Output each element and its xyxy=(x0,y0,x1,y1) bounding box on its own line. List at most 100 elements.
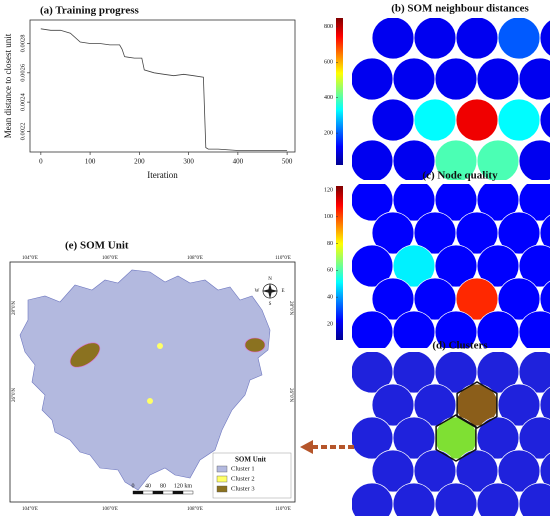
cluster3-area xyxy=(69,342,101,368)
x-tick-label: 500 xyxy=(282,158,293,166)
colorbar-tick-label: 120 xyxy=(324,187,333,193)
compass-letter: N xyxy=(268,277,272,282)
data-line xyxy=(40,28,288,151)
som-node xyxy=(539,101,550,139)
som-node xyxy=(518,482,550,516)
legend-label: Cluster 3 xyxy=(231,485,255,492)
x-tick-label: 0 xyxy=(39,158,43,166)
colorbar-tick-label: 80 xyxy=(327,241,333,247)
x-tick-label: 200 xyxy=(134,158,145,166)
x-tick-label: 300 xyxy=(183,158,194,166)
scale-bar-segment xyxy=(172,490,184,495)
som-node xyxy=(455,98,499,142)
plot-frame xyxy=(29,19,296,153)
lon-label: 110°0'E xyxy=(275,256,291,261)
som-node xyxy=(371,18,415,60)
lat-label: 28°0'N xyxy=(12,301,17,315)
som-node xyxy=(539,19,550,57)
scale-bar-segment xyxy=(132,490,144,495)
panel-title: (e) SOM Unit xyxy=(65,240,129,252)
som-grid xyxy=(352,18,550,180)
cluster3-area xyxy=(244,337,266,353)
som-node xyxy=(518,139,550,180)
x-axis-label: Iteration xyxy=(147,170,178,180)
compass-letter: E xyxy=(281,289,284,294)
som-node xyxy=(518,184,550,222)
colorbar-tick-label: 400 xyxy=(324,95,333,101)
y-tick-label: 0.0026 xyxy=(19,63,26,82)
legend-swatch xyxy=(216,465,228,473)
lon-label: 104°0'E xyxy=(22,507,38,512)
som-node xyxy=(539,214,550,252)
x-tick-label: 400 xyxy=(233,158,244,166)
cluster2-area xyxy=(157,343,163,349)
som-node xyxy=(455,18,499,60)
scale-label: 80 xyxy=(160,483,166,489)
y-axis-label: Mean distance to closest unit xyxy=(3,33,13,138)
cluster-outline xyxy=(456,381,498,429)
panel-title: (a) Training progress xyxy=(40,5,140,17)
som-node xyxy=(434,57,478,101)
y-tick-label: 0.0028 xyxy=(19,35,26,53)
legend-swatch xyxy=(216,475,228,483)
lon-label: 106°0'E xyxy=(102,256,118,261)
legend-title: SOM Unit xyxy=(235,456,267,464)
som-node xyxy=(539,452,550,490)
scale-bar-segment xyxy=(152,490,164,495)
som-node xyxy=(352,139,394,180)
scale-bar-segment xyxy=(162,490,174,495)
region xyxy=(19,269,271,491)
som-node xyxy=(352,57,394,101)
panel-title: (d) Clusters xyxy=(432,340,488,352)
som-node xyxy=(392,57,436,101)
som-node xyxy=(371,98,415,142)
arrow xyxy=(300,440,354,454)
lat-label: 26°0'N xyxy=(288,388,293,402)
colorbar-tick-label: 40 xyxy=(327,295,333,301)
scale-label: 0 xyxy=(132,483,135,489)
legend-label: Cluster 2 xyxy=(231,475,255,482)
lon-label: 108°0'E xyxy=(187,507,203,512)
lon-label: 110°0'E xyxy=(275,507,291,512)
scale-bar-segment xyxy=(182,490,194,495)
cluster2-area xyxy=(147,398,153,404)
som-node xyxy=(518,310,550,348)
colorbar-tick-label: 200 xyxy=(324,130,333,136)
arrow-head xyxy=(300,440,313,454)
compass-needle xyxy=(262,283,278,299)
colorbar-tick-label: 60 xyxy=(327,268,333,274)
panel-title: (c) Node quality xyxy=(422,170,498,182)
som-grid xyxy=(352,352,550,516)
colorbar-tick-label: 20 xyxy=(327,321,333,327)
som-node xyxy=(539,280,550,318)
y-tick-label: 0.0024 xyxy=(19,92,26,111)
colorbar-tick-label: 600 xyxy=(324,60,333,66)
som-node xyxy=(518,352,550,394)
som-node xyxy=(518,57,550,101)
colorbar xyxy=(336,186,343,340)
lon-label: 108°0'E xyxy=(187,256,203,261)
som-node xyxy=(497,18,541,60)
som-node xyxy=(497,98,541,142)
som-node xyxy=(352,310,394,348)
som-node xyxy=(518,416,550,460)
panel-title: (b) SOM neighbour distances xyxy=(391,3,529,15)
colorbar-tick-label: 100 xyxy=(324,214,333,220)
legend-label: Cluster 1 xyxy=(231,465,255,472)
scale-label: 120 km xyxy=(174,483,193,489)
lat-label: 26°0'N xyxy=(12,388,17,402)
colorbar-tick-label: 800 xyxy=(324,24,333,30)
compass-letter: S xyxy=(269,302,272,307)
som-node xyxy=(539,386,550,424)
lon-label: 104°0'E xyxy=(22,256,38,261)
x-tick-label: 100 xyxy=(85,158,96,166)
scale-bar-segment xyxy=(142,490,154,495)
lat-label: 28°0'N xyxy=(288,301,293,315)
som-node xyxy=(392,310,436,348)
legend-swatch xyxy=(216,485,228,493)
lon-label: 106°0'E xyxy=(102,507,118,512)
som-node xyxy=(413,98,457,142)
colorbar xyxy=(336,18,343,165)
som-node xyxy=(413,18,457,60)
